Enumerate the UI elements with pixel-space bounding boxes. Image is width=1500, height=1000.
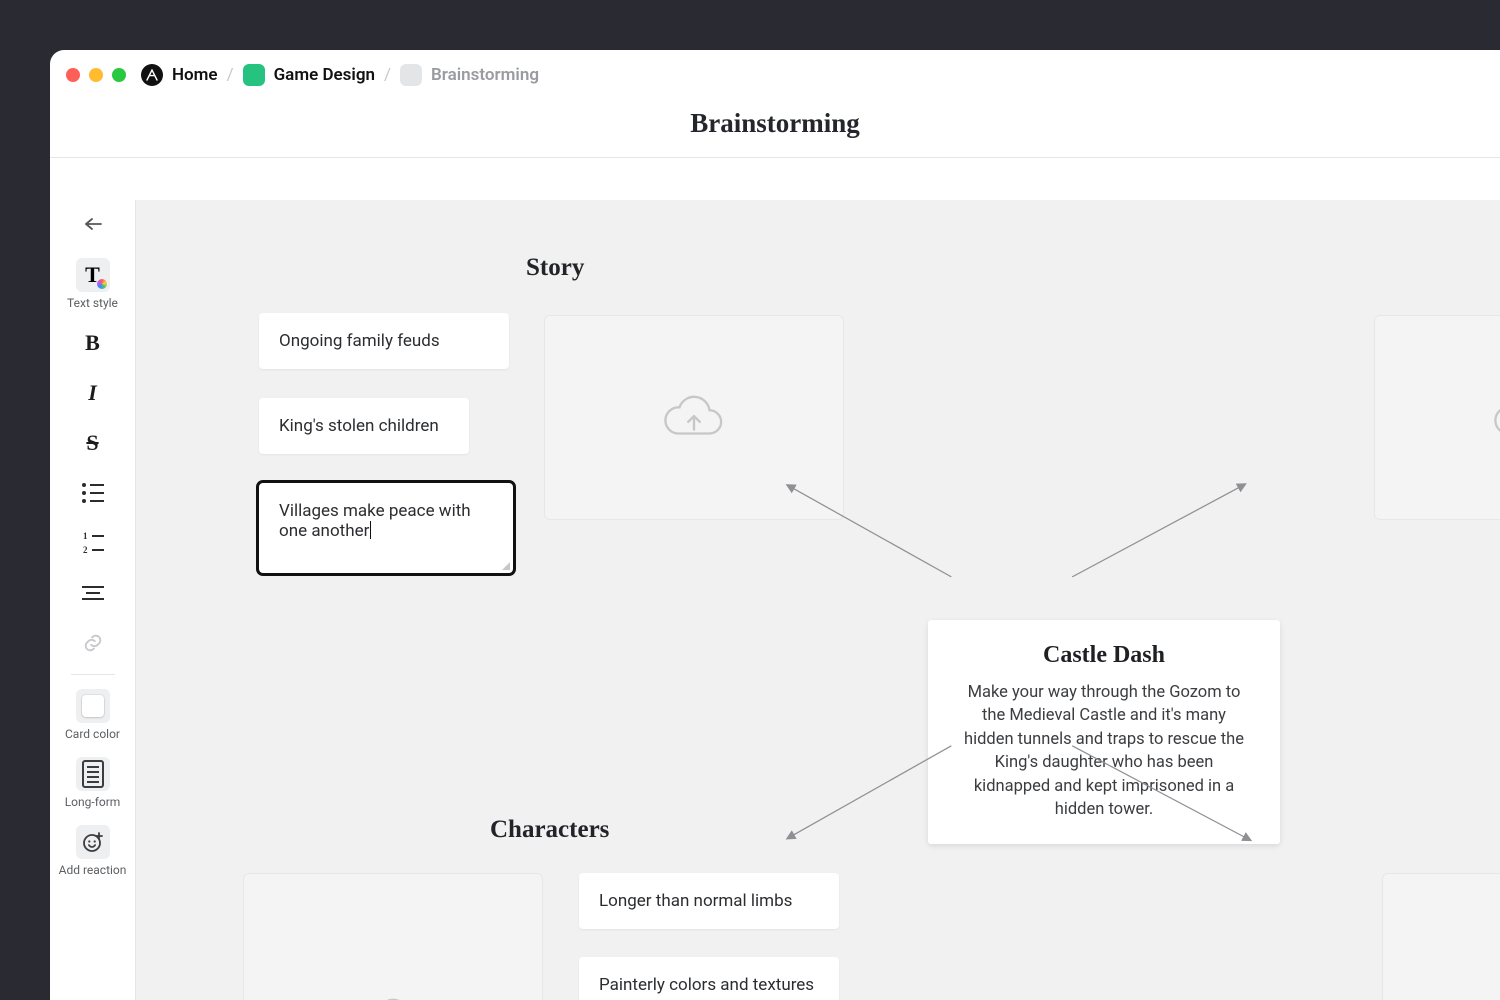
character-card-2[interactable]: Painterly colors and textures xyxy=(579,957,839,1000)
text-style-icon: T xyxy=(76,258,110,292)
story-card-2[interactable]: King's stolen children xyxy=(259,398,469,454)
rail-long-form[interactable]: Long-form xyxy=(50,749,135,817)
story-card-3-active[interactable]: Villages make peace with one another xyxy=(259,483,513,573)
minimize-window-button[interactable] xyxy=(89,68,103,82)
upload-card-right[interactable] xyxy=(1374,315,1500,520)
bold-icon: B xyxy=(85,330,100,356)
app-window: Home / Game Design / Brainstorming Brain… xyxy=(50,50,1500,1000)
app-logo-icon xyxy=(141,64,163,86)
close-window-button[interactable] xyxy=(66,68,80,82)
bullet-list-icon xyxy=(82,483,104,503)
titlebar: Home / Game Design / Brainstorming xyxy=(50,50,1500,100)
upload-card-bottom-right[interactable] xyxy=(1382,873,1500,1000)
breadcrumb-page[interactable]: Brainstorming xyxy=(431,65,539,85)
center-card-body: Make your way through the Gozom to the M… xyxy=(956,681,1252,822)
rail-text-style-label: Text style xyxy=(67,296,118,310)
cloud-upload-icon xyxy=(362,997,424,1000)
rail-add-reaction[interactable]: Add reaction xyxy=(50,817,135,885)
card-color-icon xyxy=(76,689,110,723)
section-title-story[interactable]: Story xyxy=(526,254,584,282)
workspace: T Text style B I S xyxy=(50,200,1500,1000)
rail-italic[interactable]: I xyxy=(50,368,135,418)
upload-card-characters[interactable] xyxy=(243,873,543,1000)
rail-long-form-label: Long-form xyxy=(65,795,121,809)
breadcrumb-home[interactable]: Home xyxy=(172,65,218,85)
page-title: Brainstorming xyxy=(50,100,1500,157)
rail-strike[interactable]: S xyxy=(50,418,135,468)
section-title-characters[interactable]: Characters xyxy=(490,816,609,844)
header-divider xyxy=(50,157,1500,158)
breadcrumb-project[interactable]: Game Design xyxy=(274,65,375,85)
add-reaction-icon xyxy=(76,825,110,859)
rail-link[interactable] xyxy=(50,618,135,668)
story-card-3-text: Villages make peace with one another xyxy=(279,501,471,541)
strikethrough-icon: S xyxy=(86,430,98,456)
project-color-chip xyxy=(243,64,265,86)
window-controls xyxy=(66,68,126,82)
numbered-list-icon: 1 2 xyxy=(82,531,104,555)
story-card-1[interactable]: Ongoing family feuds xyxy=(259,313,509,369)
center-card[interactable]: Castle Dash Make your way through the Go… xyxy=(928,620,1280,844)
rail-card-color[interactable]: Card color xyxy=(50,681,135,749)
upload-card-story[interactable] xyxy=(544,315,844,520)
breadcrumb-sep-1: / xyxy=(227,65,234,85)
center-card-title: Castle Dash xyxy=(956,642,1252,669)
rail-bold[interactable]: B xyxy=(50,318,135,368)
breadcrumb-sep-2: / xyxy=(384,65,391,85)
cloud-upload-icon xyxy=(1493,394,1500,442)
align-center-icon xyxy=(82,586,104,600)
italic-icon: I xyxy=(88,380,97,406)
rail-text-style[interactable]: T Text style xyxy=(50,250,135,318)
rail-numbered-list[interactable]: 1 2 xyxy=(50,518,135,568)
canvas[interactable]: Story Ongoing family feuds King's stolen… xyxy=(136,200,1500,1000)
rail-add-reaction-label: Add reaction xyxy=(59,863,127,877)
long-form-icon xyxy=(76,757,110,791)
cloud-upload-icon xyxy=(663,394,725,442)
page-header: Brainstorming xyxy=(50,100,1500,158)
rail-card-color-label: Card color xyxy=(65,727,120,741)
character-card-1[interactable]: Longer than normal limbs xyxy=(579,873,839,929)
rail-align[interactable] xyxy=(50,568,135,618)
rail-divider xyxy=(71,674,115,675)
page-color-chip xyxy=(400,64,422,86)
rail-back-button[interactable] xyxy=(77,208,109,240)
arrow-left-icon xyxy=(84,217,102,231)
link-icon xyxy=(76,626,110,660)
format-rail: T Text style B I S xyxy=(50,200,136,1000)
rail-bullet-list[interactable] xyxy=(50,468,135,518)
zoom-window-button[interactable] xyxy=(112,68,126,82)
